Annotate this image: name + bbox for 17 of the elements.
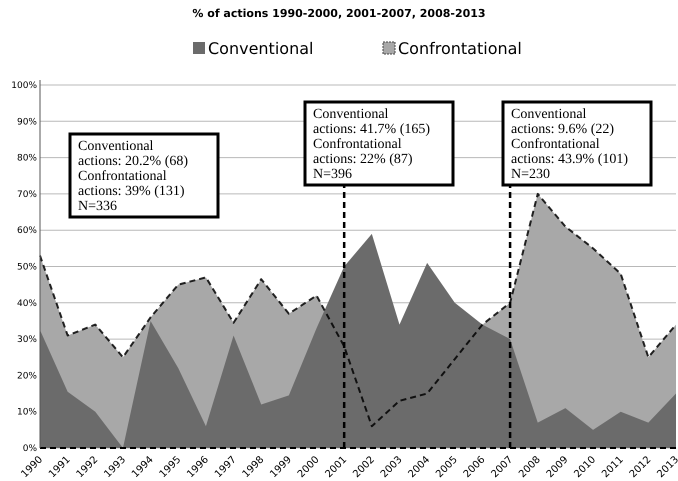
legend-label: Conventional <box>208 39 314 58</box>
y-tick-label: 50% <box>16 262 38 272</box>
annotation: Conventional actions: 20.2% (68) Confrontational actions: 39% (131) N=336 <box>78 139 188 214</box>
y-tick-label: 40% <box>16 298 38 309</box>
y-tick-label: 70% <box>16 190 38 200</box>
y-tick-label: 10% <box>16 408 38 418</box>
y-tick-label: 80% <box>16 154 38 164</box>
chart-title: % of actions 1990-2000, 2001-2007, 2008-2013 <box>192 7 486 20</box>
y-tick-label: 20% <box>16 371 38 382</box>
y-tick-label: 30% <box>16 335 38 346</box>
y-tick-label: 0% <box>22 444 38 454</box>
y-tick-label: 100% <box>11 81 38 91</box>
y-tick-label: 90% <box>16 117 38 128</box>
y-tick-label: 60% <box>16 226 38 236</box>
annotation: Conventional actions: 9.6% (22) Confrontational actions: 43.9% (101) N=230 <box>511 107 628 182</box>
annotation: Conventional actions: 41.7% (165) Confrontational actions: 22% (87) N=396 <box>313 107 430 182</box>
legend-label: Confrontational <box>398 39 522 58</box>
